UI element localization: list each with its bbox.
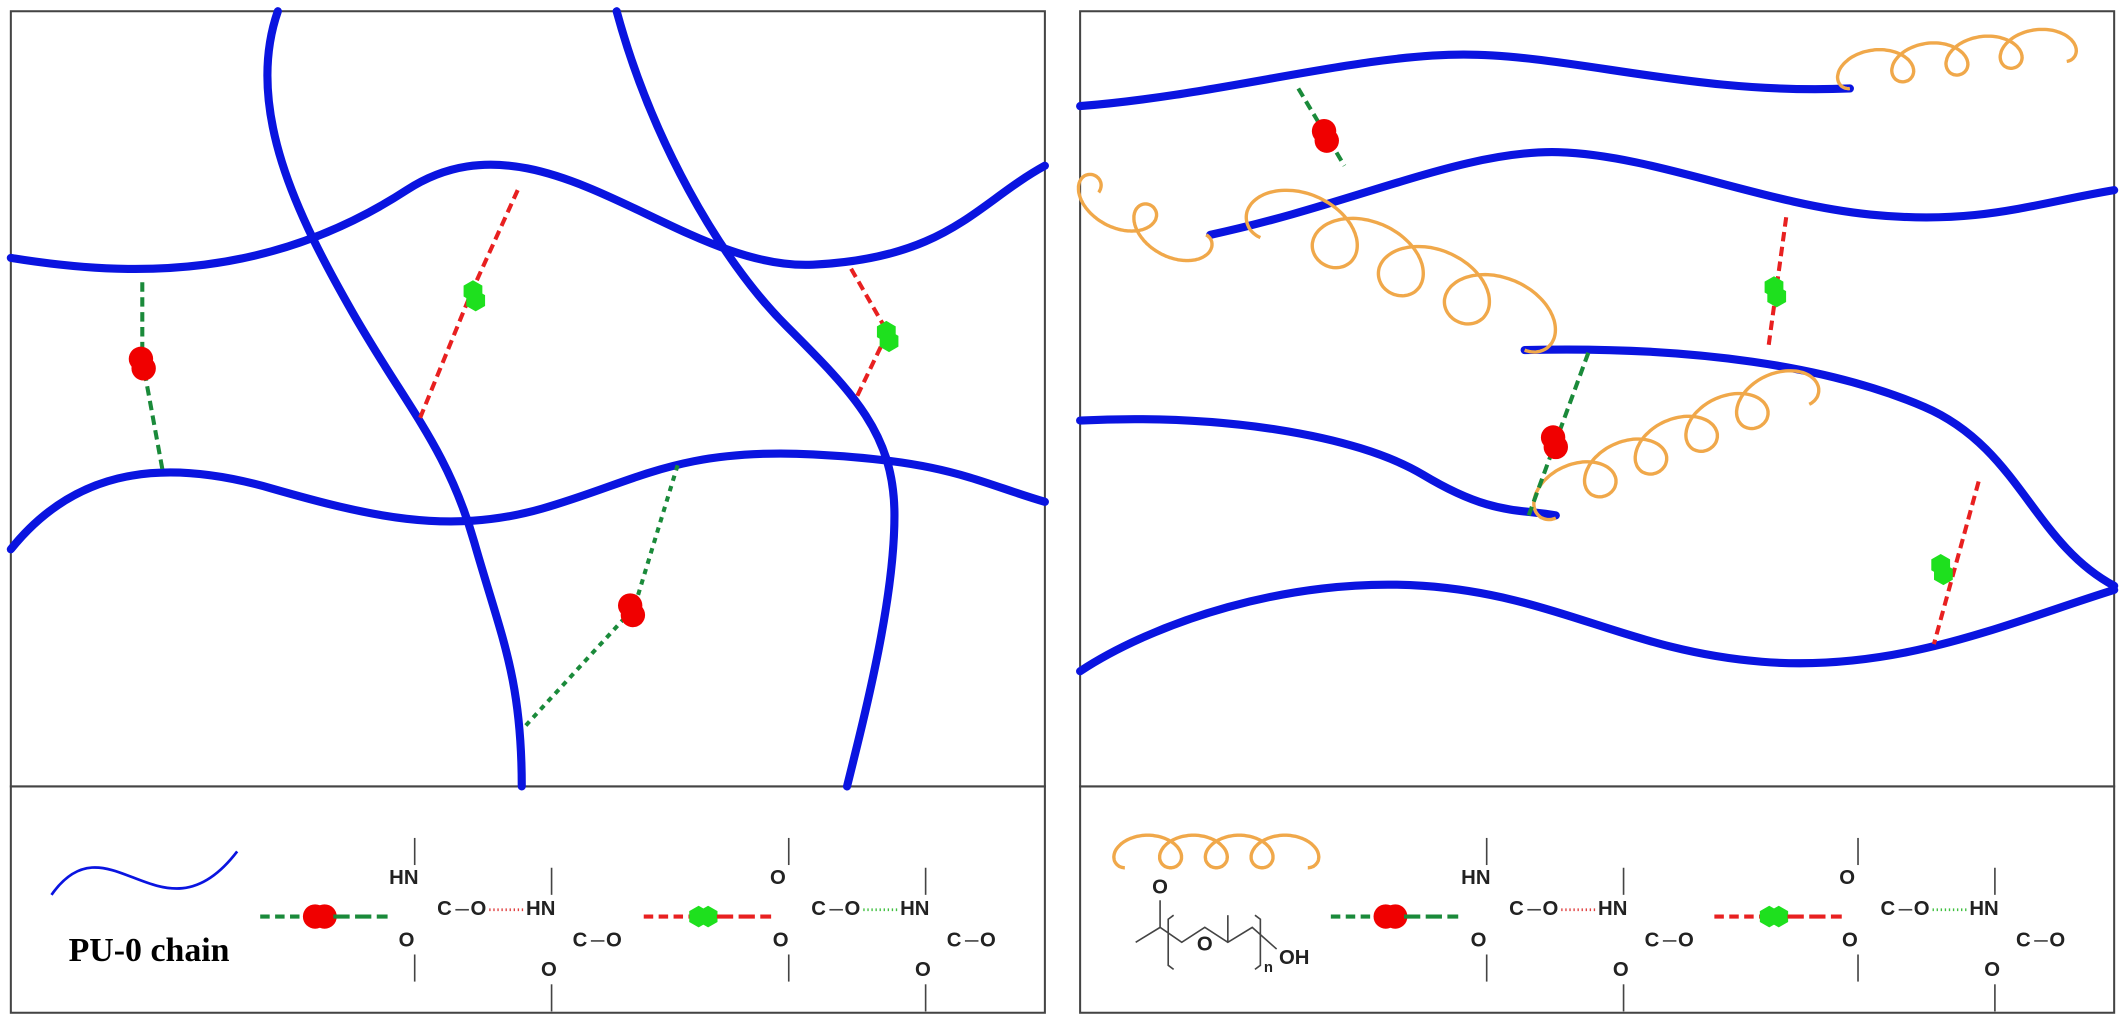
dot (1383, 904, 1408, 929)
atom-label: C (1509, 898, 1524, 920)
atom-label: C (947, 929, 962, 951)
atom-label: C (811, 898, 826, 920)
atom-label: O (773, 929, 789, 951)
atom-label: O (1914, 898, 1930, 920)
legend-chain (50, 850, 239, 896)
link (849, 267, 890, 399)
atom-label: O (1842, 929, 1858, 951)
atom-label: HN (1598, 898, 1627, 920)
atom-label: HN (900, 898, 929, 920)
right-panel (1079, 10, 2116, 788)
atom-label: O (1471, 929, 1487, 951)
hexagon (1767, 285, 1787, 308)
atom-label: C (2016, 929, 2031, 951)
dot (312, 904, 337, 929)
chain (1076, 580, 2119, 676)
ppg-coil (1835, 27, 2079, 91)
hexagon (466, 289, 486, 312)
atom-label: HN (1969, 898, 1998, 920)
atom-label: C (1880, 898, 1895, 920)
atom-label: O (770, 867, 786, 889)
bond (1167, 914, 1175, 971)
atom-label: n (1264, 960, 1273, 976)
dot (1543, 434, 1569, 460)
hexagon (1769, 905, 1789, 928)
chain (612, 7, 899, 791)
atom-label: O (1542, 898, 1558, 920)
atom-label: HN (1461, 867, 1490, 889)
chain (1520, 345, 2119, 590)
ppg-unit: O On OH (1135, 876, 1309, 976)
chain (1206, 148, 2119, 239)
atom-label: O (470, 898, 486, 920)
chain-label: PU-0 chain (69, 932, 230, 969)
dot (1314, 128, 1339, 153)
atom-label: O (541, 959, 557, 981)
dot (131, 356, 156, 381)
ppg-coil (1112, 833, 1321, 870)
atom-label: O (606, 929, 622, 951)
dot (620, 602, 646, 628)
chain (6, 449, 1049, 554)
bond (1254, 914, 1262, 971)
atom-label: O (1678, 929, 1694, 951)
ppg-coil (1532, 369, 1821, 522)
hexagon (879, 330, 899, 353)
atom-label: O (1613, 959, 1629, 981)
chain (1076, 415, 1560, 520)
atom-label: O (1152, 876, 1168, 898)
atom-label: O (1839, 867, 1855, 889)
atom-label: O (915, 959, 931, 981)
right-chains (1076, 50, 2119, 676)
left-chains (6, 7, 1049, 791)
right-legend-box (1079, 785, 2116, 1014)
chain (263, 7, 526, 791)
atom-label: OH (1279, 947, 1309, 969)
atom-label: O (2049, 929, 2065, 951)
atom-label: O (1197, 933, 1213, 955)
atom-label: HN (389, 867, 418, 889)
atom-label: O (1984, 959, 2000, 981)
chain (6, 160, 1049, 274)
hexagon (698, 905, 718, 928)
ppg-coil (1244, 188, 1558, 354)
hexagon (1934, 563, 1953, 586)
atom-label: C (573, 929, 588, 951)
atom-label: C (1645, 929, 1660, 951)
atom-label: O (980, 929, 996, 951)
chain (1076, 50, 1854, 111)
link (1931, 480, 1981, 645)
left-panel (9, 10, 1046, 788)
atom-label: HN (526, 898, 555, 920)
left-legend-box (9, 785, 1046, 1014)
ppg-coil (1076, 172, 1214, 263)
atom-label: C (437, 898, 452, 920)
atom-label: O (399, 929, 415, 951)
atom-label: O (845, 898, 861, 920)
